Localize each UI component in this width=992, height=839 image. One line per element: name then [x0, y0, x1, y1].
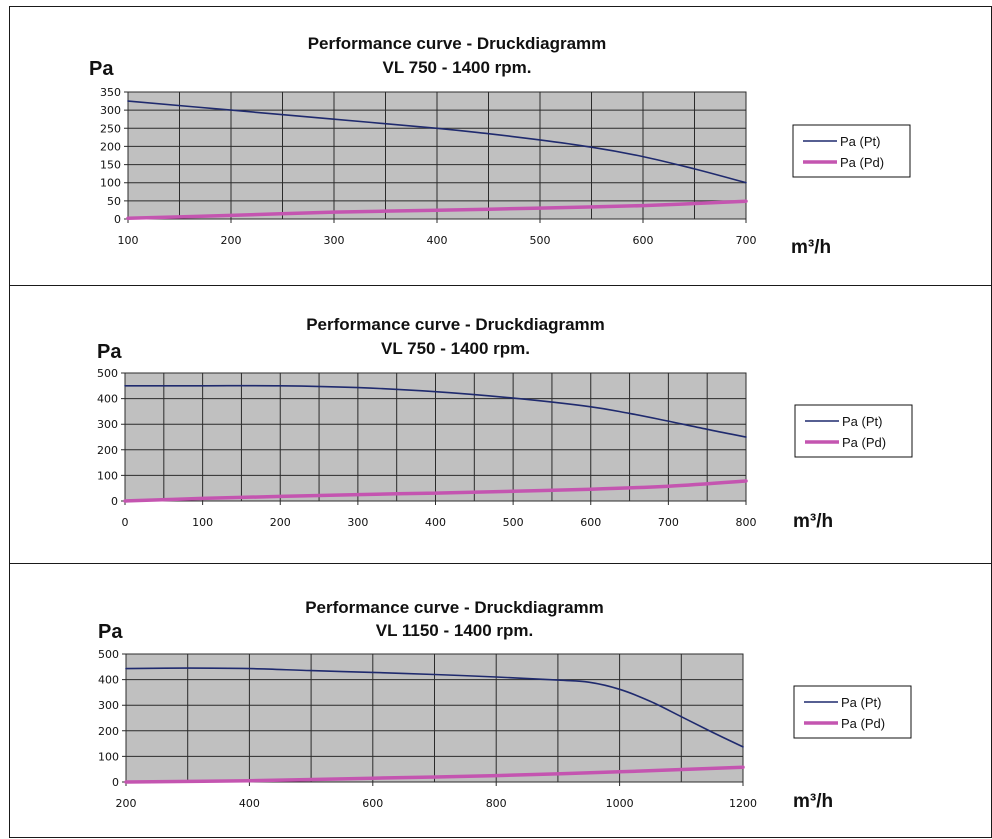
x-tick-label: 1000: [606, 797, 634, 810]
x-axis-label: m³/h: [793, 791, 833, 812]
legend-box: [792, 124, 911, 178]
legend-label: Pa (Pt): [841, 695, 881, 710]
x-tick-label: 0: [122, 516, 129, 529]
x-tick-label: 800: [736, 516, 757, 529]
chart-subtitle: VL 750 - 1400 rpm.: [383, 58, 532, 77]
series-line-pd: [126, 199, 748, 221]
y-tick-label: 500: [97, 367, 118, 380]
x-tick-label: 1200: [729, 797, 757, 810]
chart-title: Performance curve - Druckdiagramm: [305, 598, 604, 617]
y-tick-label: 200: [98, 725, 119, 738]
x-tick-label: 200: [116, 797, 137, 810]
chart-panel-2: Performance curve - Druckdiagramm VL 750 …: [9, 285, 992, 564]
y-tick-label: 350: [100, 86, 121, 99]
y-tick-label: 0: [114, 213, 121, 226]
series-line-pt: [127, 100, 747, 184]
y-tick-label: 150: [100, 159, 121, 172]
legend-box: [794, 404, 913, 458]
y-tick-label: 100: [97, 469, 118, 482]
y-tick-label: 300: [100, 104, 121, 117]
x-tick-label: 600: [362, 797, 383, 810]
y-tick-label: 400: [98, 674, 119, 687]
x-tick-label: 400: [425, 516, 446, 529]
y-tick-label: 300: [97, 418, 118, 431]
y-tick-label: 100: [98, 750, 119, 763]
chart-svg-2: Performance curve - Druckdiagramm VL 750 …: [97, 315, 913, 532]
chart-subtitle: VL 1150 - 1400 rpm.: [376, 621, 534, 640]
chart-svg-3: Performance curve - Druckdiagramm VL 1150…: [98, 598, 912, 812]
series-line-pt: [124, 384, 747, 438]
y-tick-label: 250: [100, 122, 121, 135]
chart-panel-1: Performance curve - Druckdiagramm VL 750 …: [9, 6, 992, 286]
y-tick-label: 200: [100, 140, 121, 153]
legend-box: [793, 685, 912, 739]
legend-label: Pa (Pd): [841, 716, 885, 731]
y-tick-label: 400: [97, 393, 118, 406]
y-tick-label: 300: [98, 699, 119, 712]
chart-subtitle: VL 750 - 1400 rpm.: [381, 339, 530, 358]
y-tick-label: 50: [107, 195, 121, 208]
x-tick-label: 700: [658, 516, 679, 529]
x-tick-label: 800: [486, 797, 507, 810]
x-tick-label: 700: [736, 234, 757, 247]
x-tick-label: 100: [118, 234, 139, 247]
y-tick-label: 500: [98, 648, 119, 661]
x-tick-label: 400: [239, 797, 260, 810]
x-tick-label: 600: [580, 516, 601, 529]
y-tick-label: 100: [100, 177, 121, 190]
chart-title: Performance curve - Druckdiagramm: [306, 315, 605, 334]
legend-label: Pa (Pd): [840, 155, 884, 170]
legend-label: Pa (Pt): [840, 134, 880, 149]
x-tick-label: 300: [324, 234, 345, 247]
series-line-pt: [125, 667, 744, 748]
x-tick-label: 600: [633, 234, 654, 247]
y-tick-label: 200: [97, 444, 118, 457]
y-tick-label: 0: [111, 495, 118, 508]
y-axis-label: Pa: [97, 341, 122, 363]
series-line-pd: [124, 765, 745, 784]
y-axis-label: Pa: [98, 621, 123, 643]
chart-title: Performance curve - Druckdiagramm: [308, 34, 607, 53]
legend-label: Pa (Pt): [842, 414, 882, 429]
chart-svg-1: Performance curve - Druckdiagramm VL 750 …: [89, 34, 911, 258]
x-tick-label: 100: [192, 516, 213, 529]
x-tick-label: 300: [347, 516, 368, 529]
legend-label: Pa (Pd): [842, 435, 886, 450]
x-axis-label: m³/h: [793, 511, 833, 532]
y-axis-label: Pa: [89, 58, 114, 80]
x-axis-label: m³/h: [791, 237, 831, 258]
x-tick-label: 400: [427, 234, 448, 247]
series-line-pd: [123, 479, 748, 503]
y-tick-label: 0: [112, 776, 119, 789]
x-tick-label: 200: [221, 234, 242, 247]
x-tick-label: 200: [270, 516, 291, 529]
chart-panel-3: Performance curve - Druckdiagramm VL 1150…: [9, 563, 992, 838]
x-tick-label: 500: [503, 516, 524, 529]
x-tick-label: 500: [530, 234, 551, 247]
